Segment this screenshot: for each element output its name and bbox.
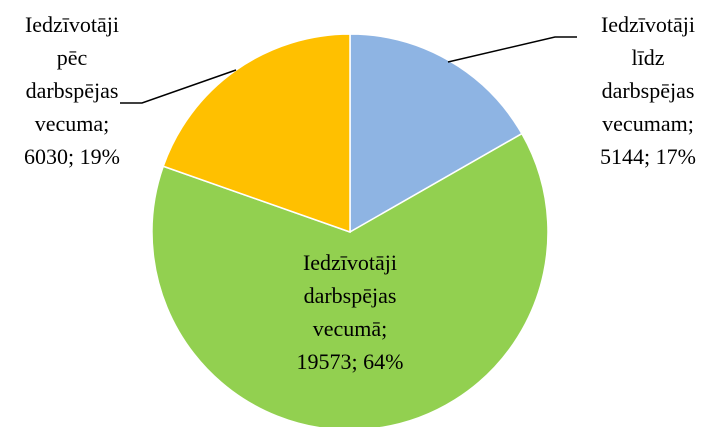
data-label: Iedzīvotāji līdz darbspējas vecumam; 5144… bbox=[586, 8, 710, 173]
leader-line bbox=[447, 36, 577, 63]
data-label: Iedzīvotāji pēc darbspējas vecuma; 6030; … bbox=[10, 8, 134, 173]
pie-slice bbox=[349, 33, 523, 234]
label-value: 6030; 19% bbox=[24, 144, 120, 169]
label-value: 5144; 17% bbox=[600, 144, 696, 169]
pie-slice bbox=[151, 132, 549, 427]
label-category: Iedzīvotāji pēc darbspējas vecuma; bbox=[24, 12, 120, 136]
label-value: 19573; 64% bbox=[296, 349, 404, 374]
data-label: Iedzīvotāji darbspējas vecumā; 19573; 64% bbox=[288, 246, 412, 378]
label-category: Iedzīvotāji darbspējas vecumā; bbox=[302, 250, 398, 341]
label-category: Iedzīvotāji līdz darbspējas vecumam; bbox=[600, 12, 696, 136]
leader-line bbox=[120, 69, 237, 104]
